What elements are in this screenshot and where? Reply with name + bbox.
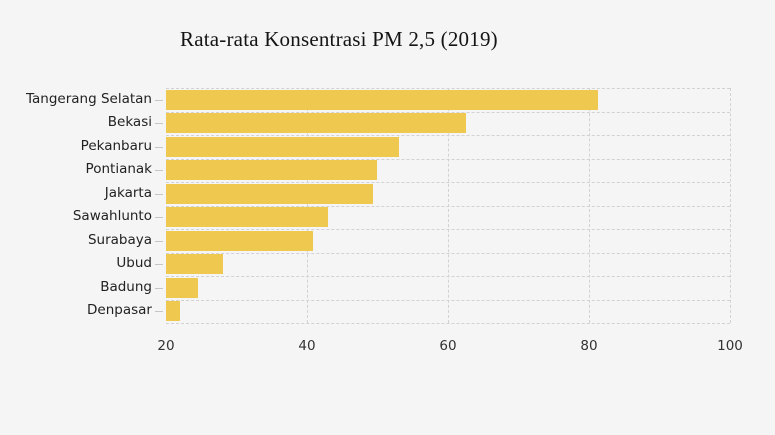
category-label: Bekasi bbox=[107, 114, 152, 130]
bar-bekasi bbox=[166, 113, 466, 133]
category-label: Jakarta bbox=[104, 185, 152, 201]
x-tick-label: 60 bbox=[439, 338, 457, 354]
plot-area bbox=[166, 88, 731, 324]
y-tick-mark bbox=[155, 241, 163, 242]
x-tick-label: 100 bbox=[717, 338, 743, 354]
bar-denpasar bbox=[166, 301, 180, 321]
bar-pekanbaru bbox=[166, 137, 399, 157]
category-label: Denpasar bbox=[87, 302, 152, 318]
bar-jakarta bbox=[166, 184, 373, 204]
bar-surabaya bbox=[166, 231, 313, 251]
y-tick-mark bbox=[155, 194, 163, 195]
y-tick-mark bbox=[155, 123, 163, 124]
x-tick-label: 20 bbox=[157, 338, 175, 354]
bar-badung bbox=[166, 278, 198, 298]
bar-sawahlunto bbox=[166, 207, 328, 227]
x-tick-label: 80 bbox=[580, 338, 598, 354]
gridline-v bbox=[307, 88, 308, 323]
gridline-v bbox=[448, 88, 449, 323]
y-tick-mark bbox=[155, 100, 163, 101]
category-label: Surabaya bbox=[87, 232, 152, 248]
category-label: Sawahlunto bbox=[72, 208, 152, 224]
y-tick-mark bbox=[155, 147, 163, 148]
y-tick-mark bbox=[155, 217, 163, 218]
chart-title: Rata-rata Konsentrasi PM 2,5 (2019) bbox=[180, 27, 498, 51]
gridline-v bbox=[589, 88, 590, 323]
category-label: Ubud bbox=[116, 255, 152, 271]
y-tick-mark bbox=[155, 170, 163, 171]
gridline-v bbox=[730, 88, 731, 323]
category-label: Pekanbaru bbox=[80, 138, 152, 154]
y-tick-mark bbox=[155, 288, 163, 289]
category-label: Badung bbox=[100, 279, 152, 295]
bar-tangerang-selatan bbox=[166, 90, 598, 110]
x-tick-label: 40 bbox=[298, 338, 316, 354]
bar-pontianak bbox=[166, 160, 377, 180]
y-tick-mark bbox=[155, 311, 163, 312]
y-tick-mark bbox=[155, 264, 163, 265]
category-label: Pontianak bbox=[85, 161, 152, 177]
category-label: Tangerang Selatan bbox=[26, 91, 152, 107]
bar-ubud bbox=[166, 254, 223, 274]
gridline-h bbox=[166, 323, 730, 324]
